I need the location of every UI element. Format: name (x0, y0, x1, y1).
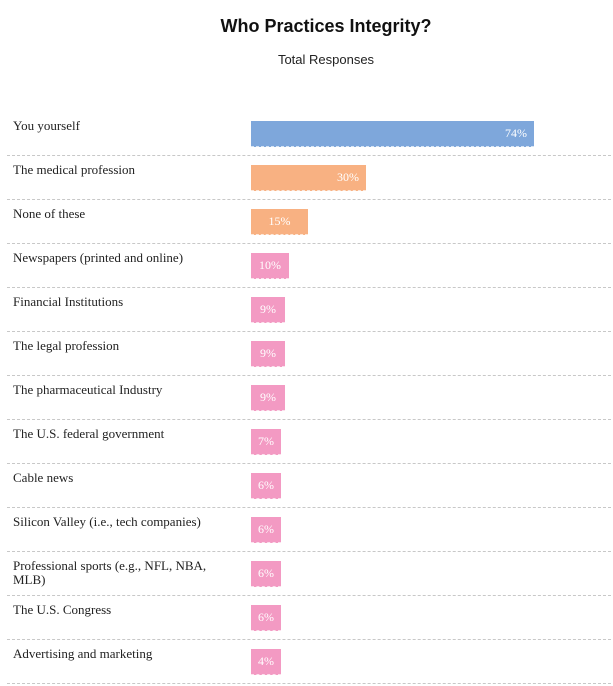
bar-value-label: 6% (258, 478, 274, 492)
category-label: Cable news (13, 470, 74, 485)
category-label: The U.S. federal government (13, 426, 165, 441)
bar-row: Newspapers (printed and online) 10% (7, 244, 611, 288)
category-label: The legal profession (13, 338, 120, 353)
bar-row: The U.S. Congress 6% (7, 596, 611, 640)
category-label: Advertising and marketing (13, 646, 153, 661)
bar-row: The pharmaceutical Industry 9% (7, 376, 611, 420)
bar-row: Professional sports (e.g., NFL, NBA, MLB… (7, 552, 611, 596)
category-label: Silicon Valley (i.e., tech companies) (13, 514, 201, 529)
bar-value-label: 9% (260, 390, 276, 404)
bar: 9% (251, 297, 285, 323)
bar: 6% (251, 605, 281, 631)
bar-row: Advertising and marketing 4% (7, 640, 611, 684)
bar: 6% (251, 473, 281, 499)
bar-row: The medical profession 30% (7, 156, 611, 200)
bar-row: Financial Institutions 9% (7, 288, 611, 332)
bar-value-label: 6% (258, 566, 274, 580)
bar-value-label: 7% (258, 434, 274, 448)
bar-value-label: 4% (258, 654, 274, 668)
category-label: Professional sports (e.g., NFL, NBA, MLB… (13, 558, 207, 587)
category-label: The pharmaceutical Industry (13, 382, 163, 397)
bar: 6% (251, 561, 281, 587)
bar-value-label: 6% (258, 522, 274, 536)
bar-value-label: 9% (260, 302, 276, 316)
chart-subtitle: Total Responses (277, 52, 375, 67)
category-label: The U.S. Congress (13, 602, 112, 617)
chart-title: Who Practices Integrity? (220, 16, 432, 36)
bar: 30% (251, 165, 366, 191)
bar-value-label: 30% (337, 170, 359, 184)
bar: 74% (251, 121, 534, 147)
bar-value-label: 6% (258, 610, 274, 624)
bar: 6% (251, 517, 281, 543)
bar: 9% (251, 341, 285, 367)
bar-row: Silicon Valley (i.e., tech companies) 6% (7, 508, 611, 552)
bar: 4% (251, 649, 281, 675)
bar-value-label: 74% (505, 126, 527, 140)
category-label: You yourself (13, 118, 80, 133)
bar-row: None of these 15% (7, 200, 611, 244)
bar: 10% (251, 253, 289, 279)
bar-value-label: 10% (259, 258, 281, 272)
category-label: The medical profession (13, 162, 136, 177)
bar-row: The legal profession 9% (7, 332, 611, 376)
bar-value-label: 15% (268, 214, 291, 228)
bar: 9% (251, 385, 285, 411)
category-label: Financial Institutions (13, 294, 124, 309)
bar-row: Cable news 6% (7, 464, 611, 508)
bar-row: You yourself 74% (7, 112, 611, 156)
bar-row: The U.S. federal government 7% (7, 420, 611, 464)
bar: 15% (251, 209, 308, 235)
category-label: None of these (13, 206, 86, 221)
bar-value-label: 9% (260, 346, 276, 360)
category-label: Newspapers (printed and online) (13, 250, 184, 265)
bar: 7% (251, 429, 281, 455)
